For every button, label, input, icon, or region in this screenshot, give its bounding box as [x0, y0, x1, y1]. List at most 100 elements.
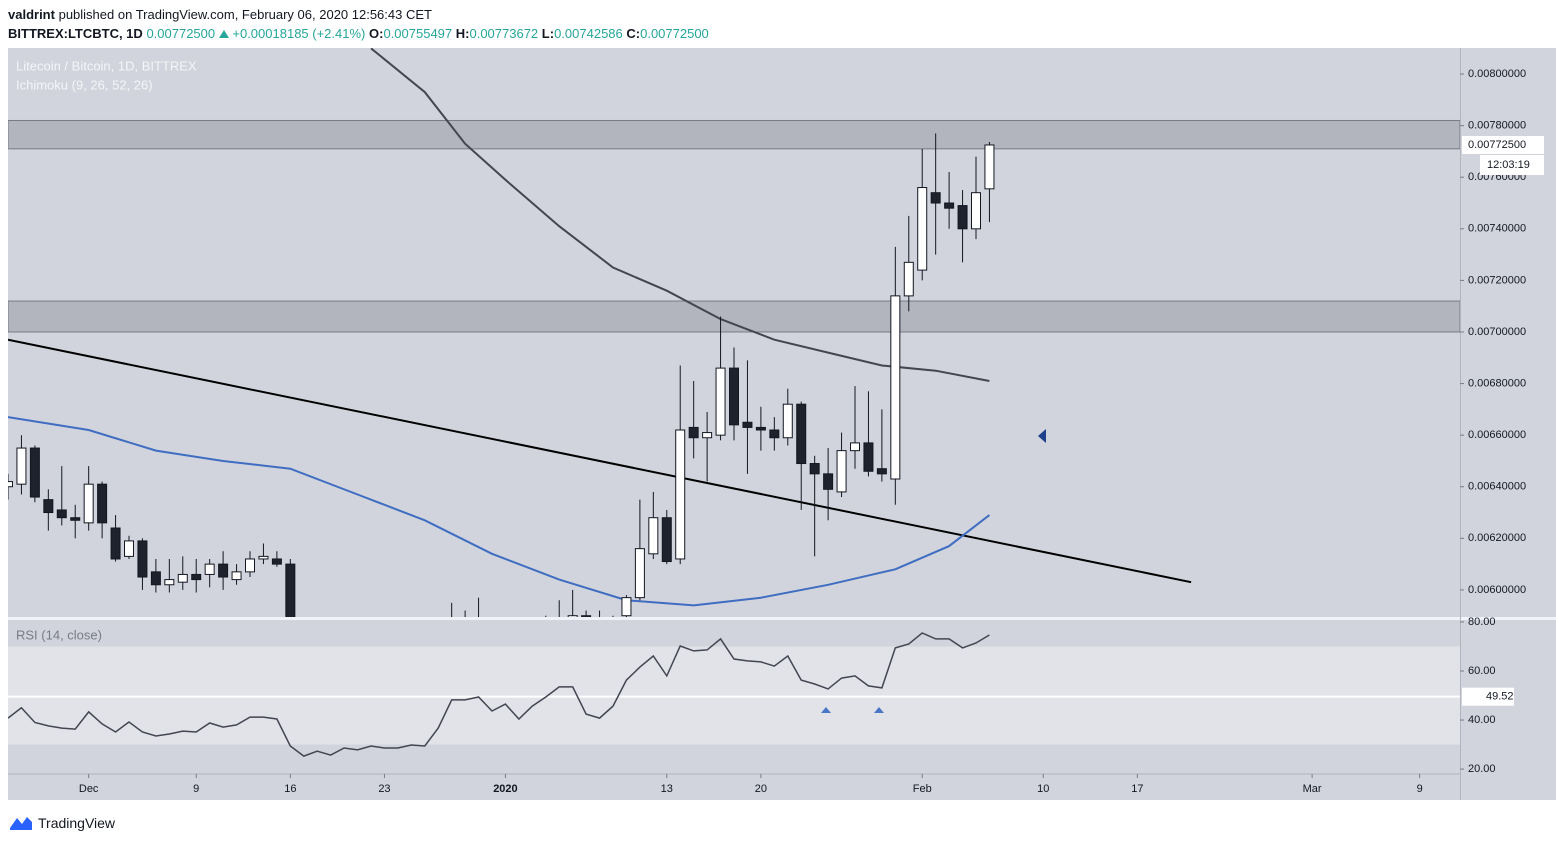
candle-body	[715, 367, 726, 436]
candle-body	[164, 579, 175, 586]
rsi-line	[8, 632, 990, 757]
up-arrow	[218, 30, 229, 38]
x-tick-label: Feb	[913, 783, 932, 795]
candle-body	[285, 563, 296, 617]
candle-body	[124, 540, 134, 557]
candle-body	[191, 573, 202, 581]
logo	[10, 817, 32, 830]
rsi-tick-label: 80.00	[1468, 616, 1496, 628]
price-label-box	[1462, 135, 1544, 154]
candle-body	[204, 563, 215, 575]
ohlc-label: L:	[541, 26, 555, 41]
y-tick-label: 0.00800000	[1468, 68, 1526, 80]
candle-body	[56, 509, 67, 519]
last: 0.00772500	[146, 26, 216, 41]
rsi-tick-label: 20.00	[1468, 763, 1496, 775]
candle-body	[258, 555, 269, 560]
candle-body	[823, 473, 834, 490]
x-tick-label: Mar	[1303, 783, 1322, 795]
candle-body	[890, 295, 901, 480]
y-tick-label: 0.00600000	[1468, 584, 1526, 596]
candle-body	[43, 499, 54, 514]
candle-body	[29, 447, 40, 498]
candle-body	[688, 426, 699, 439]
candle-body	[984, 144, 995, 190]
candle-body	[110, 527, 121, 560]
candle-body	[971, 192, 981, 230]
ohlc: O:0.00755497 H:0.00773672 L:0.00742586 C…	[369, 26, 709, 41]
candle-body	[850, 442, 860, 452]
candle-body	[83, 483, 94, 524]
change: +0.00018185 (+2.41%)	[232, 26, 366, 41]
y-tick-label: 0.00740000	[1468, 223, 1526, 235]
candle-body	[675, 429, 686, 560]
ohlc-label: H:	[455, 26, 470, 41]
candle-body	[782, 403, 793, 439]
candle-body	[876, 468, 887, 475]
candle-body	[957, 205, 968, 230]
y-tick-label: 0.00640000	[1468, 481, 1526, 493]
brand: TradingView	[38, 815, 116, 831]
candle-body	[769, 429, 780, 439]
published: published on TradingView.com, February 0…	[58, 7, 432, 22]
x-tick-label: 17	[1131, 783, 1143, 795]
x-tick-label: 2020	[493, 783, 517, 795]
indicator-line	[370, 48, 990, 382]
crosshair-label: 49.52	[1486, 691, 1514, 703]
candle-body	[271, 558, 282, 565]
y-tick-label: 0.00660000	[1468, 429, 1526, 441]
rsi-title: RSI (14, close)	[16, 627, 102, 642]
x-tick-label: Dec	[79, 783, 99, 795]
y-tick-label: 0.00680000	[1468, 377, 1526, 389]
countdown: 12:03:19	[1487, 159, 1530, 171]
indicator-line	[8, 416, 991, 607]
ohlc-label: C:	[626, 26, 641, 41]
x-tick-label: 13	[661, 783, 673, 795]
y-tick-label: 0.00720000	[1468, 274, 1526, 286]
indicator-title: Ichimoku (9, 26, 52, 26)	[16, 77, 153, 92]
candle-body	[755, 426, 766, 431]
candle-body	[944, 202, 955, 209]
candle-body	[809, 463, 820, 475]
candle-body	[177, 573, 188, 583]
x-tick-label: 10	[1037, 783, 1049, 795]
x-tick-label: 9	[1417, 783, 1423, 795]
candle-body	[729, 367, 739, 426]
marker	[1038, 429, 1046, 443]
main-pane	[8, 48, 1460, 617]
candle-body	[231, 571, 242, 581]
rsi-band	[8, 646, 1460, 745]
ohlc-label: O:	[369, 26, 384, 41]
candle-body	[137, 540, 148, 578]
zone	[8, 119, 1460, 150]
candle-body	[661, 517, 672, 563]
crosshair-box	[1462, 687, 1514, 706]
header: valdrint published on TradingView.com, F…	[8, 5, 709, 43]
rsi-tick-label: 40.00	[1468, 714, 1496, 726]
candle-body	[634, 548, 645, 599]
y-tick-label: 0.00620000	[1468, 532, 1526, 544]
candle-body	[97, 483, 108, 524]
candle-body	[796, 403, 807, 465]
candle-body	[16, 447, 27, 485]
symbol: BITTREX:LTCBTC, 1D	[8, 26, 143, 41]
y-tick-label: 0.00700000	[1468, 326, 1526, 338]
candle-body	[917, 187, 928, 271]
candle-body	[863, 442, 874, 472]
candle-body	[8, 481, 13, 488]
chart: 0.00600000 0.00620000 0.00640000 0.00660000…	[8, 48, 1556, 800]
pane-title: Litecoin / Bitcoin, 1D, BITTREX	[16, 58, 197, 73]
candle-body	[70, 517, 81, 521]
ohlc-value: 0.00742586	[554, 26, 623, 41]
trendline	[8, 338, 1192, 584]
publish-line: valdrint published on TradingView.com, F…	[8, 5, 709, 24]
quote-line: BITTREX:LTCBTC, 1D 0.00772500 +0.0001818…	[8, 24, 709, 43]
footer: TradingView	[8, 814, 115, 832]
rsi-pane	[8, 632, 1460, 757]
ohlc-value: 0.00755497	[383, 26, 453, 41]
y-tick-label: 0.00780000	[1468, 120, 1526, 132]
candle-body	[836, 450, 847, 493]
x-tick-label: 9	[193, 783, 199, 795]
zone	[8, 300, 1460, 333]
